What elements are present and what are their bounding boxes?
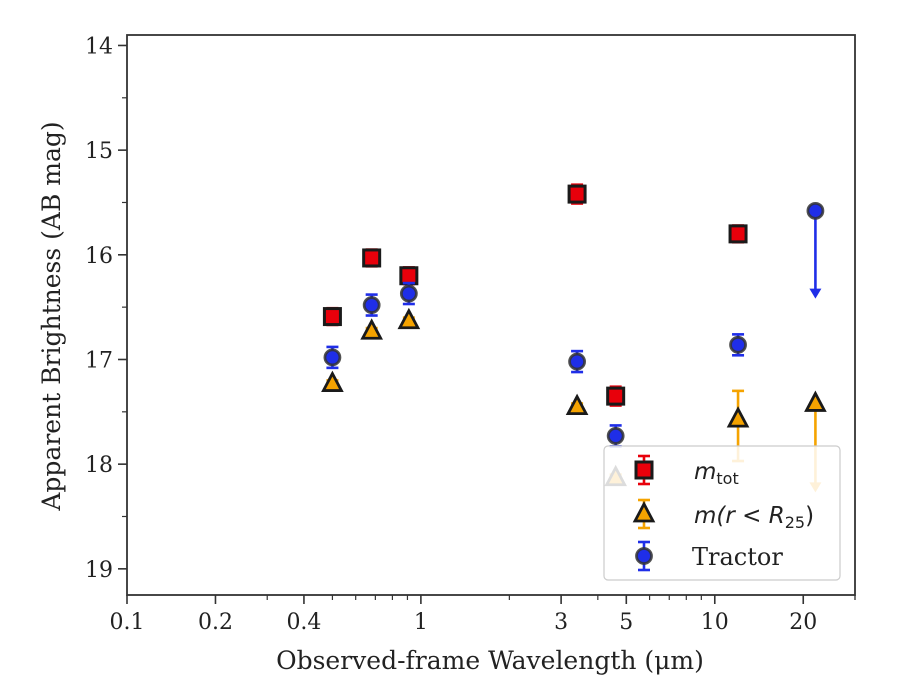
data-point [806, 201, 825, 220]
data-point [728, 224, 748, 244]
data-point [567, 184, 587, 204]
y-tick-label: 15 [85, 139, 113, 164]
legend-label: m(r < R25) [694, 503, 814, 532]
y-axis-label: Apparent Brightness (AB mag) [37, 121, 66, 511]
x-tick-label: 0.4 [286, 610, 321, 635]
legend: mtot m(r < R25) Tractor [603, 445, 841, 581]
data-point [321, 370, 344, 392]
data-point [399, 284, 418, 303]
x-tick-label: 1 [414, 610, 428, 635]
upper-limit-arrowhead [809, 288, 822, 299]
x-axis-label: Observed-frame Wavelength (μm) [276, 646, 704, 675]
axes: 14 15 16 17 18 19 0.1 0.2 0.4 1 3 5 10 20 [85, 34, 856, 635]
data-point [397, 307, 421, 330]
legend-label: Tractor [692, 543, 783, 571]
data-point [360, 318, 383, 340]
data-point [362, 296, 381, 314]
legend-label: mtot [694, 459, 739, 488]
data-point [634, 460, 654, 480]
data-point [726, 406, 750, 428]
data-point [568, 352, 586, 371]
x-tick-label: 3 [554, 610, 568, 635]
data-marks [321, 183, 827, 493]
data-point [323, 348, 342, 367]
data-point [606, 426, 625, 445]
y-tick-label: 17 [85, 348, 113, 373]
y-tick-label: 19 [85, 558, 113, 583]
data-point [399, 266, 419, 286]
x-tick-label: 10 [701, 610, 729, 635]
x-tick-label: 0.1 [110, 610, 145, 635]
data-point [729, 335, 747, 354]
series-square [322, 183, 748, 407]
x-tick-label: 5 [619, 610, 633, 635]
data-point [804, 390, 827, 412]
data-point [362, 248, 382, 268]
y-tick-label: 14 [85, 34, 113, 59]
data-point [632, 501, 656, 523]
y-tick-label: 18 [85, 453, 113, 478]
x-tick-label: 20 [789, 610, 817, 635]
data-point [565, 393, 589, 415]
plot-frame [126, 34, 856, 596]
x-tick-label: 0.2 [198, 610, 233, 635]
data-point [635, 547, 653, 565]
data-point [322, 307, 342, 327]
y-tick-label: 16 [85, 244, 113, 269]
legend-box [603, 445, 841, 581]
series-circle [323, 201, 825, 448]
data-point [606, 386, 626, 406]
